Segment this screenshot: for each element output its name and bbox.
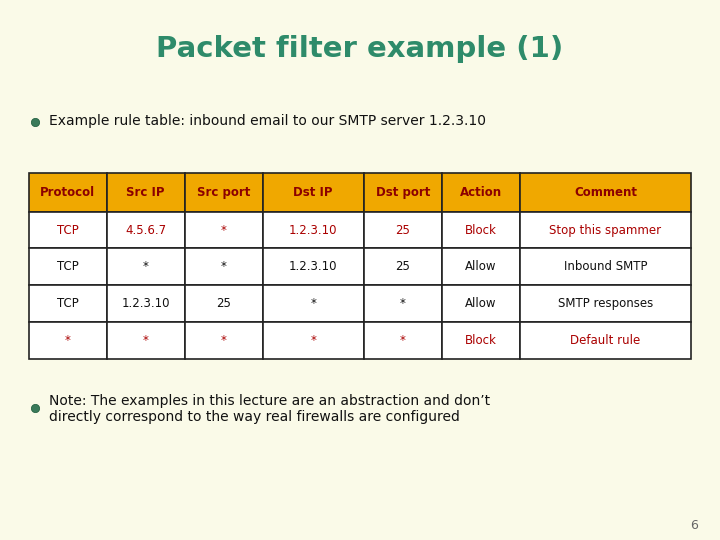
Text: *: * [143, 334, 148, 347]
Text: *: * [310, 334, 316, 347]
Bar [364, 173, 442, 212]
Bar [29, 285, 107, 322]
Bar [520, 173, 691, 212]
Bar [29, 212, 107, 248]
Text: TCP: TCP [57, 297, 78, 310]
Bar [520, 285, 691, 322]
Text: Action: Action [460, 186, 502, 199]
Text: Note: The examples in this lecture are an abstraction and don’t: Note: The examples in this lecture are a… [49, 394, 490, 408]
Bar [107, 212, 184, 248]
Bar [442, 248, 520, 285]
Text: Example rule table: inbound email to our SMTP server 1.2.3.10: Example rule table: inbound email to our… [49, 114, 486, 129]
Text: 1.2.3.10: 1.2.3.10 [289, 224, 338, 237]
Text: *: * [221, 224, 227, 237]
Text: *: * [65, 334, 71, 347]
Bar [29, 173, 107, 212]
Text: *: * [400, 297, 406, 310]
Text: directly correspond to the way real firewalls are configured: directly correspond to the way real fire… [49, 410, 460, 424]
Text: Inbound SMTP: Inbound SMTP [564, 260, 647, 273]
Bar [263, 285, 364, 322]
Bar [442, 285, 520, 322]
Text: 4.5.6.7: 4.5.6.7 [125, 224, 166, 237]
Text: Protocol: Protocol [40, 186, 95, 199]
Bar [107, 285, 184, 322]
Bar [184, 285, 263, 322]
Bar [263, 173, 364, 212]
Text: TCP: TCP [57, 260, 78, 273]
Text: SMTP responses: SMTP responses [558, 297, 653, 310]
Text: Comment: Comment [574, 186, 637, 199]
Text: Allow: Allow [465, 297, 497, 310]
Text: *: * [221, 334, 227, 347]
Bar [520, 212, 691, 248]
Bar [184, 173, 263, 212]
Bar [442, 322, 520, 359]
Bar [364, 285, 442, 322]
Bar [364, 248, 442, 285]
Text: Dst port: Dst port [376, 186, 430, 199]
Text: *: * [143, 260, 148, 273]
Text: Block: Block [465, 334, 497, 347]
Bar [364, 212, 442, 248]
Text: Block: Block [465, 224, 497, 237]
Bar [107, 322, 184, 359]
Text: Dst IP: Dst IP [294, 186, 333, 199]
Bar [263, 248, 364, 285]
Text: 25: 25 [216, 297, 231, 310]
Text: 25: 25 [395, 260, 410, 273]
Text: TCP: TCP [57, 224, 78, 237]
Text: *: * [221, 260, 227, 273]
Bar [184, 322, 263, 359]
Bar [364, 322, 442, 359]
Text: Src IP: Src IP [127, 186, 165, 199]
Bar [520, 248, 691, 285]
Bar [184, 248, 263, 285]
Bar [184, 212, 263, 248]
Text: Allow: Allow [465, 260, 497, 273]
Text: Default rule: Default rule [570, 334, 641, 347]
Bar [29, 248, 107, 285]
Text: 1.2.3.10: 1.2.3.10 [122, 297, 170, 310]
Bar [263, 322, 364, 359]
Text: 6: 6 [690, 519, 698, 532]
Text: *: * [400, 334, 406, 347]
Text: *: * [310, 297, 316, 310]
Text: Stop this spammer: Stop this spammer [549, 224, 662, 237]
Text: Src port: Src port [197, 186, 251, 199]
Text: Packet filter example (1): Packet filter example (1) [156, 35, 564, 63]
Text: 25: 25 [395, 224, 410, 237]
Bar [107, 248, 184, 285]
Bar [442, 173, 520, 212]
Bar [263, 212, 364, 248]
Bar [29, 322, 107, 359]
Text: 1.2.3.10: 1.2.3.10 [289, 260, 338, 273]
Bar [107, 173, 184, 212]
Bar [442, 212, 520, 248]
Bar [520, 322, 691, 359]
